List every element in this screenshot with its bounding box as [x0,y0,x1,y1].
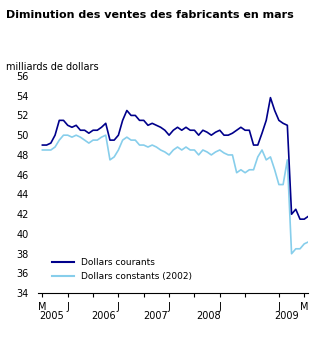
Text: 2008: 2008 [196,311,220,321]
Text: 2006: 2006 [91,311,116,321]
Text: 2007: 2007 [143,311,168,321]
Text: milliards de dollars: milliards de dollars [6,62,99,72]
Text: 2005: 2005 [39,311,64,321]
Text: Diminution des ventes des fabricants en mars: Diminution des ventes des fabricants en … [6,10,294,20]
Text: 2009: 2009 [274,311,299,321]
Legend: Dollars courants, Dollars constants (2002): Dollars courants, Dollars constants (200… [48,255,196,284]
